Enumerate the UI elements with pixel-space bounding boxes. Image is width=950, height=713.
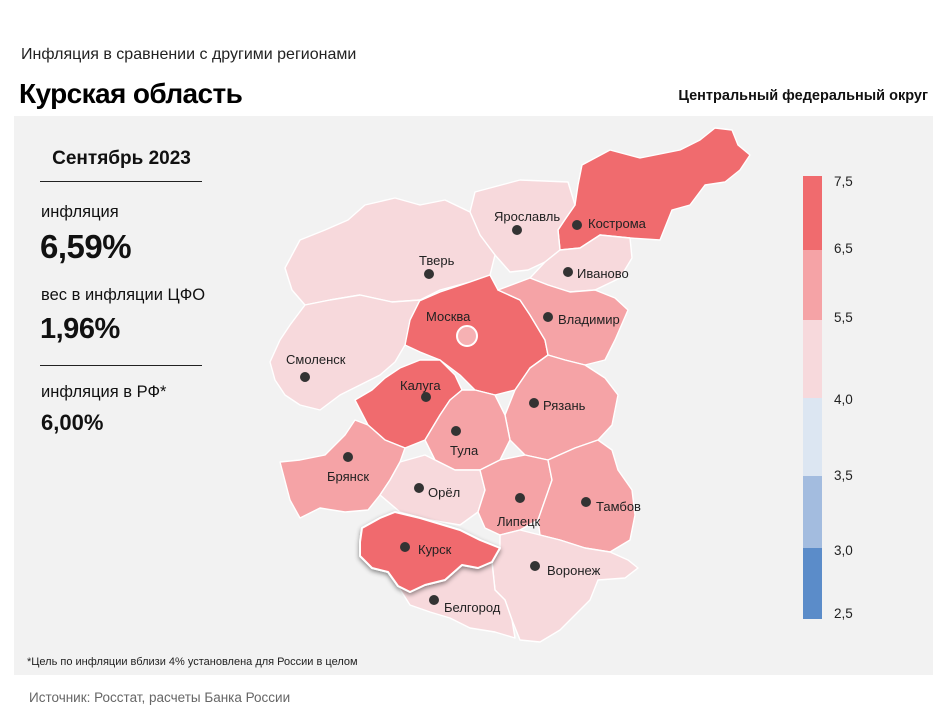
- city-label-Ярославль: Ярославль: [494, 209, 560, 224]
- city-marker-Иваново: [563, 267, 573, 277]
- divider-top: [40, 181, 202, 182]
- city-marker-Ярославль: [512, 225, 522, 235]
- city-label-Тамбов: Тамбов: [596, 499, 641, 514]
- weight-label: вес в инфляции ЦФО: [41, 286, 206, 304]
- city-marker-Курск: [400, 542, 410, 552]
- city-label-Курск: Курск: [418, 542, 452, 557]
- city-marker-Тула: [451, 426, 461, 436]
- region-Тамбов: [537, 439, 636, 553]
- weight-value: 1,96%: [40, 313, 120, 345]
- city-marker-Орёл: [414, 483, 424, 493]
- scale-label: 4,0: [834, 392, 853, 407]
- city-label-Воронеж: Воронеж: [547, 563, 601, 578]
- scale-band-5.5-6.5: [803, 250, 822, 320]
- inflation-value: 6,59%: [40, 228, 132, 265]
- scale-label: 7,5: [834, 174, 853, 189]
- city-label-Липецк: Липецк: [497, 514, 541, 529]
- city-label-Тула: Тула: [450, 443, 479, 458]
- city-marker-Воронеж: [530, 561, 540, 571]
- scale-band-3.0-3.5: [803, 476, 822, 548]
- scale-band-3.5-4.0: [803, 398, 822, 476]
- scale-label: 2,5: [834, 606, 853, 621]
- city-marker-Кострома: [572, 220, 582, 230]
- city-label-Брянск: Брянск: [327, 469, 369, 484]
- city-label-Кострома: Кострома: [588, 216, 647, 231]
- page-subtitle: Инфляция в сравнении с другими регионами: [21, 46, 357, 63]
- city-marker-Брянск: [343, 452, 353, 462]
- inflation-label: инфляция: [41, 203, 119, 221]
- region-Рязань: [504, 354, 619, 461]
- footnote: *Цель по инфляции вблизи 4% установлена …: [27, 656, 358, 668]
- scale-label: 6,5: [834, 241, 853, 256]
- scale-band-4.0-5.5: [803, 320, 822, 398]
- scale-band-6.5-7.5: [803, 176, 822, 250]
- city-label-Смоленск: Смоленск: [286, 352, 346, 367]
- city-marker-Тамбов: [581, 497, 591, 507]
- city-label-Москва: Москва: [426, 309, 471, 324]
- district-title: Центральный федеральный округ: [678, 88, 928, 104]
- page-title: Курская область: [19, 78, 243, 109]
- divider-bottom: [40, 365, 202, 366]
- city-label-Иваново: Иваново: [577, 266, 629, 281]
- region-Владимир: [497, 277, 629, 366]
- scale-band-2.5-3.0: [803, 548, 822, 619]
- region-Орёл: [379, 454, 486, 526]
- rf-inflation-value: 6,00%: [41, 410, 104, 435]
- city-label-Белгород: Белгород: [444, 600, 501, 615]
- period-label: Сентябрь 2023: [52, 148, 191, 169]
- city-marker-Липецк: [515, 493, 525, 503]
- city-marker-Москва: [456, 325, 478, 347]
- city-label-Рязань: Рязань: [543, 398, 586, 413]
- scale-label: 5,5: [834, 310, 853, 325]
- region-Курск: [359, 511, 501, 593]
- city-marker-Калуга: [421, 392, 431, 402]
- source-note: Источник: Росстат, расчеты Банка России: [29, 690, 291, 705]
- scale-label: 3,5: [834, 468, 853, 483]
- city-marker-Рязань: [529, 398, 539, 408]
- city-marker-Тверь: [424, 269, 434, 279]
- city-marker-Белгород: [429, 595, 439, 605]
- rf-inflation-label: инфляция в РФ*: [41, 383, 167, 401]
- city-marker-Владимир: [543, 312, 553, 322]
- city-label-Орёл: Орёл: [428, 485, 460, 500]
- city-label-Калуга: Калуга: [400, 378, 441, 393]
- region-Кострома: [557, 127, 751, 251]
- scale-label: 3,0: [834, 543, 853, 558]
- city-label-Тверь: Тверь: [419, 253, 455, 268]
- city-label-Владимир: Владимир: [558, 312, 620, 327]
- city-marker-Смоленск: [300, 372, 310, 382]
